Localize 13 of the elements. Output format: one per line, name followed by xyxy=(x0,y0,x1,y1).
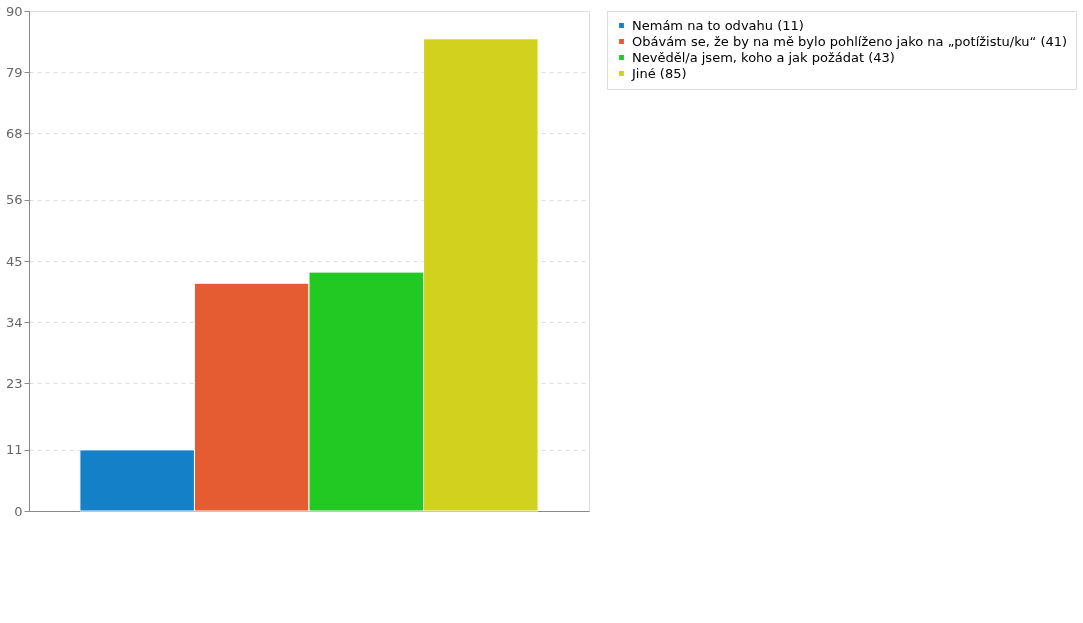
y-tick-label: 68 xyxy=(5,125,23,141)
legend-label: Nevěděl/a jsem, koho a jak požádat (43) xyxy=(632,49,895,65)
y-tick-label: 11 xyxy=(5,442,23,458)
y-tick-label: 79 xyxy=(5,64,23,80)
y-tick-label: 45 xyxy=(5,253,23,269)
legend-label: Jiné (85) xyxy=(631,65,687,81)
y-tick-label: 23 xyxy=(5,375,23,391)
y-tick-label: 34 xyxy=(5,314,23,330)
legend-label: Nemám na to odvahu (11) xyxy=(632,17,804,33)
legend-label: Obávám se, že by na mě bylo pohlíženo jako na „potížistu/ku“ (41) xyxy=(632,33,1068,49)
y-tick-label: 0 xyxy=(14,503,23,519)
y-tick-label: 90 xyxy=(5,3,23,19)
y-tick-label: 56 xyxy=(5,192,23,208)
